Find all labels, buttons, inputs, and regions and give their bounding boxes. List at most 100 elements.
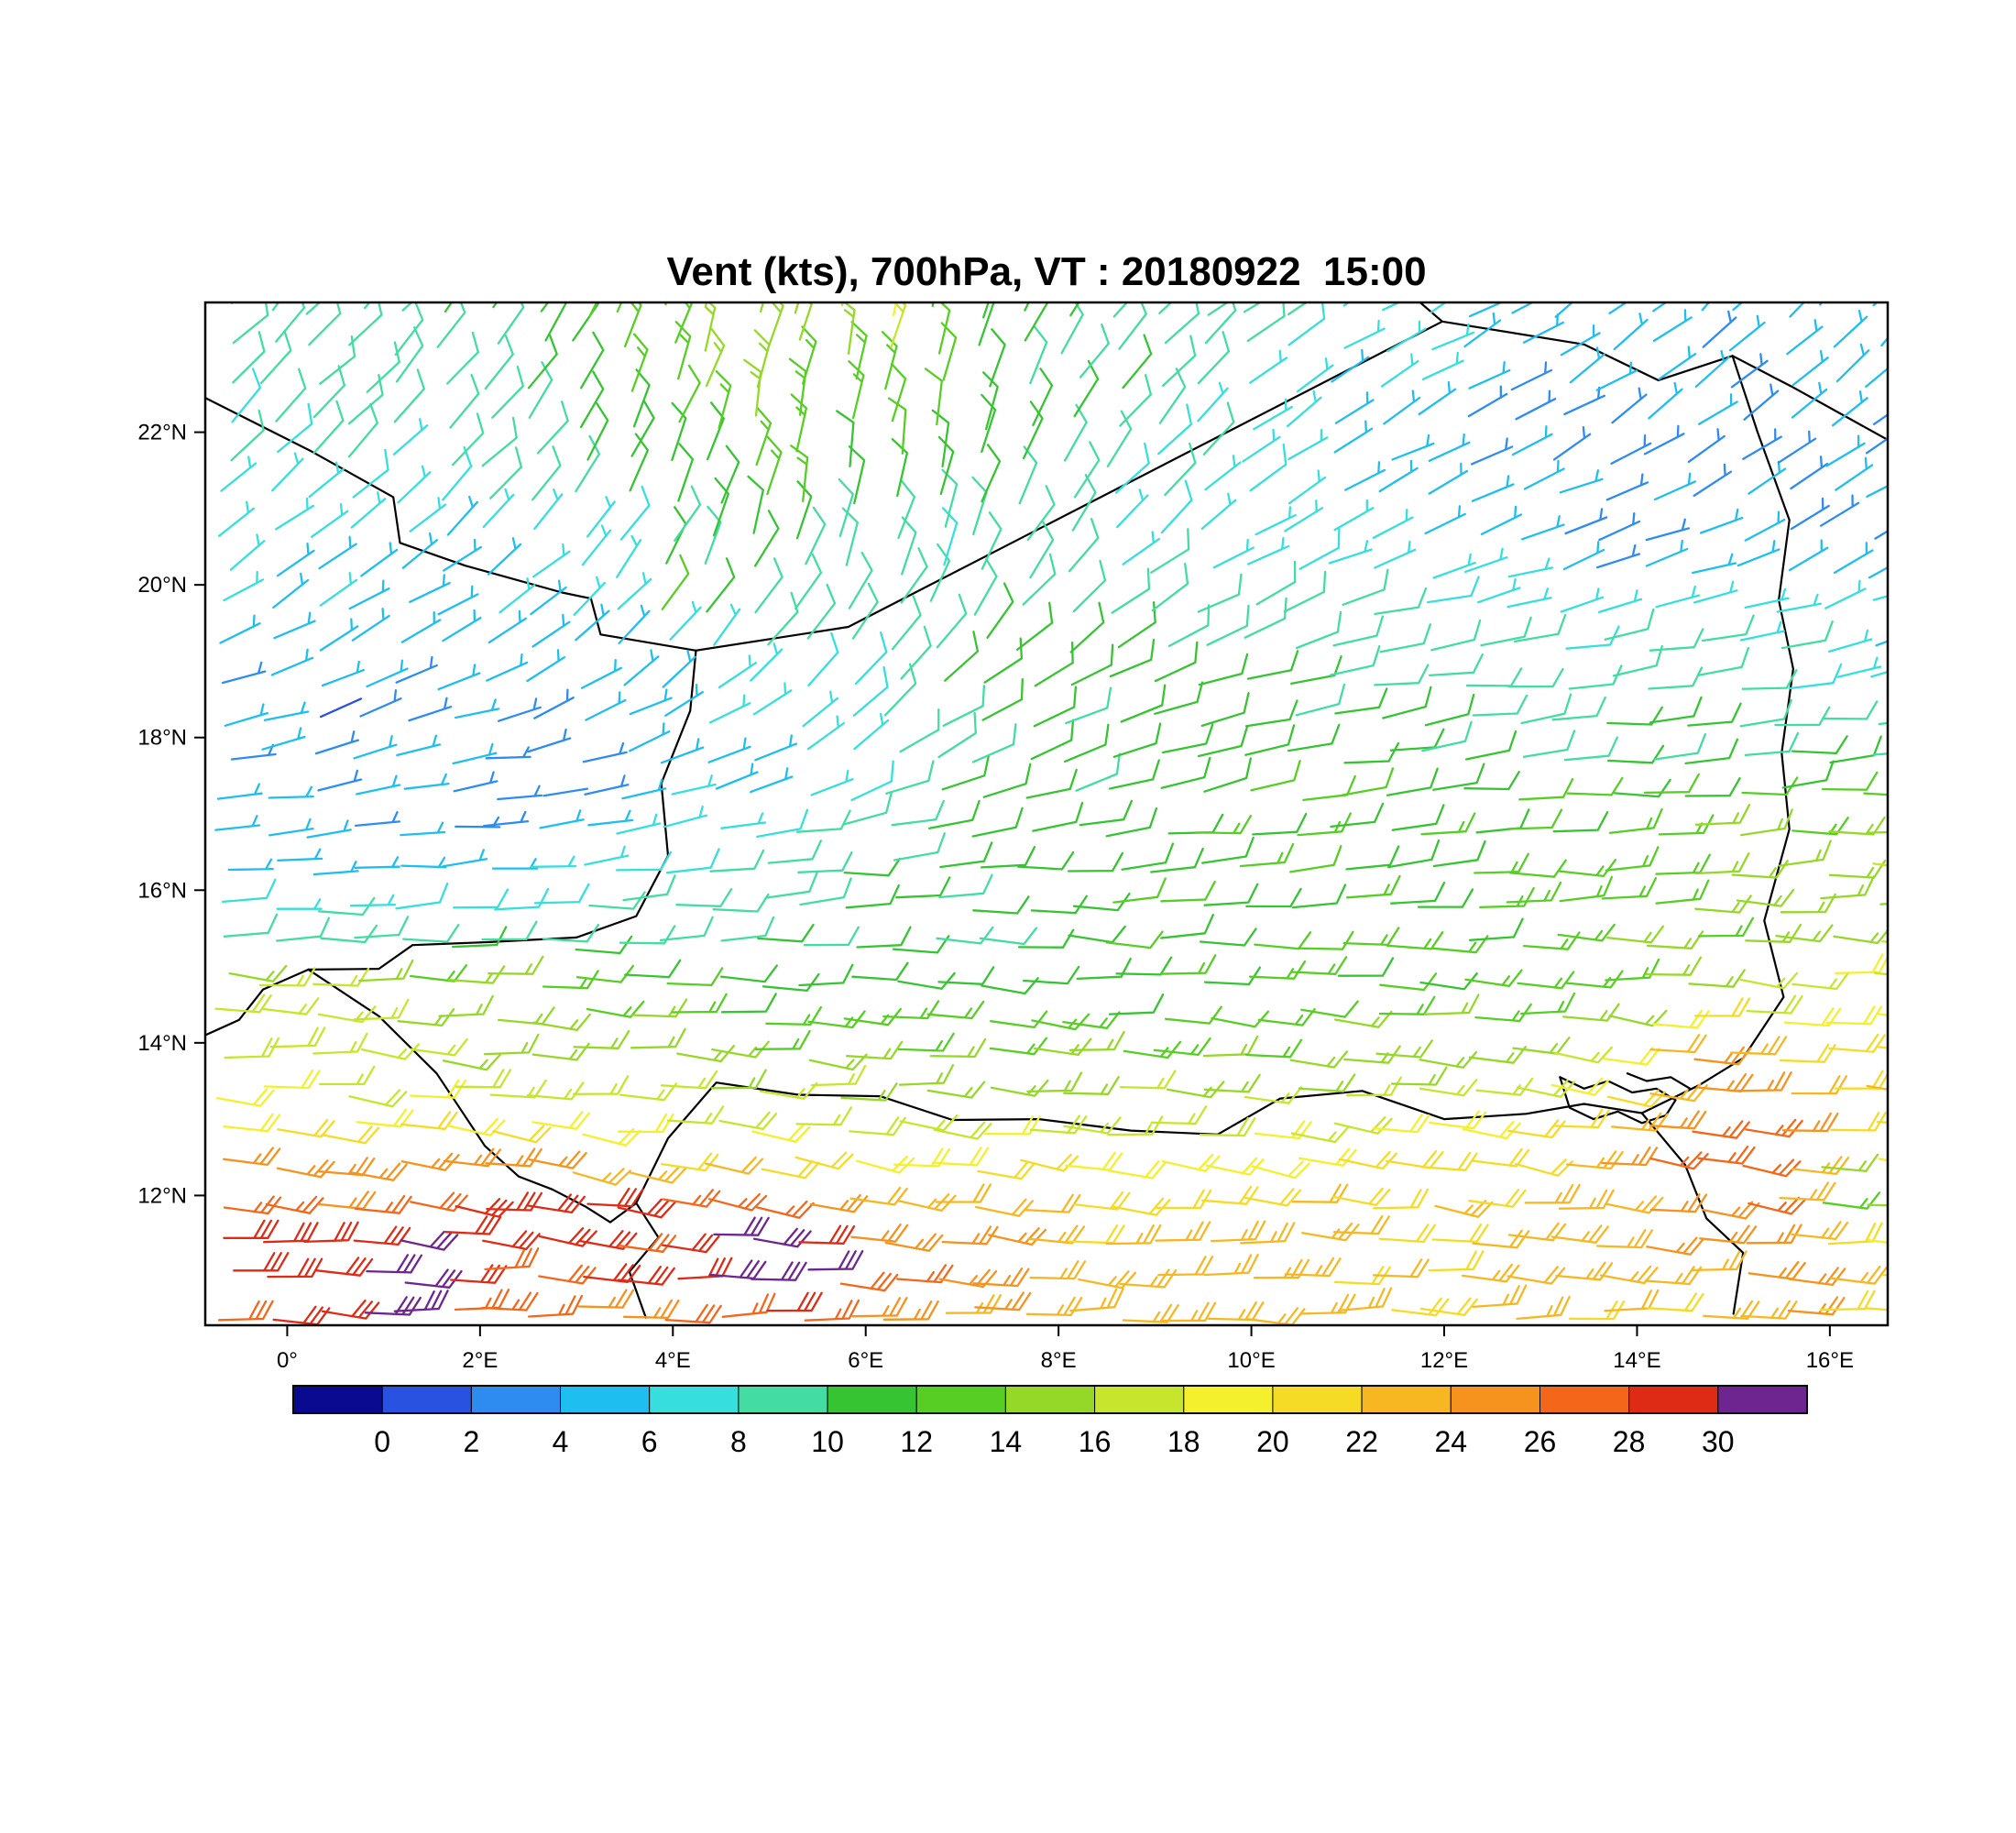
wind-barb xyxy=(1025,768,1078,799)
wind-barb xyxy=(1244,724,1296,756)
wind-barb xyxy=(1613,313,1649,351)
wind-barb xyxy=(1432,553,1476,579)
wind-barb xyxy=(933,1121,992,1140)
wind-barb xyxy=(1745,1118,1803,1138)
wind-barb xyxy=(1872,413,1888,425)
wind-barb xyxy=(1598,512,1641,542)
wind-barb xyxy=(1249,349,1288,384)
wind-barb xyxy=(848,551,873,609)
wind-barb xyxy=(935,1183,992,1203)
wind-barb xyxy=(767,840,822,864)
wind-barb xyxy=(348,1162,408,1181)
wind-barb xyxy=(1160,954,1217,975)
wind-barb xyxy=(1831,390,1868,427)
wind-barb xyxy=(630,399,655,457)
wind-barb xyxy=(1468,1188,1527,1208)
wind-barb xyxy=(1471,1147,1530,1168)
wind-barb xyxy=(350,491,387,529)
wind-barb xyxy=(1476,577,1521,604)
wind-barb xyxy=(1474,852,1529,874)
wind-barb xyxy=(674,321,692,380)
wind-barb xyxy=(363,302,371,310)
colorbar-segment xyxy=(292,1385,383,1414)
wind-barb xyxy=(1872,595,1888,601)
wind-barb xyxy=(526,1081,585,1101)
wind-barb xyxy=(1731,860,1789,879)
wind-barb xyxy=(1105,1224,1162,1246)
wind-barb xyxy=(1788,539,1829,572)
wind-barb xyxy=(1122,334,1153,390)
wind-barb xyxy=(533,883,590,905)
wind-barb xyxy=(397,1007,455,1027)
wind-barb xyxy=(937,966,995,985)
wind-barb xyxy=(805,506,827,565)
wind-barb xyxy=(798,963,854,987)
x-axis-label: 10°E xyxy=(1227,1348,1275,1373)
wind-barb xyxy=(1333,1115,1393,1135)
wind-barb xyxy=(754,734,798,762)
colorbar-label: 0 xyxy=(374,1425,390,1458)
wind-barb xyxy=(803,926,860,947)
wind-barb xyxy=(937,711,977,759)
wind-barb xyxy=(1560,587,1605,613)
wind-barb xyxy=(1024,302,1049,342)
wind-barb xyxy=(747,475,764,534)
wind-barb xyxy=(802,690,839,728)
wind-barb xyxy=(364,1296,422,1316)
wind-barb xyxy=(664,302,668,306)
wind-barb xyxy=(706,557,736,613)
wind-barb xyxy=(499,577,536,614)
wind-barb xyxy=(1428,462,1469,495)
wind-barb xyxy=(761,972,820,993)
wind-barb xyxy=(277,1118,335,1138)
wind-barb xyxy=(1694,852,1750,875)
wind-barb xyxy=(217,1300,274,1322)
wind-barb xyxy=(1739,620,1786,642)
wind-barb xyxy=(455,1069,512,1089)
wind-barb xyxy=(482,488,515,529)
colorbar-label: 30 xyxy=(1702,1425,1735,1458)
wind-barb xyxy=(1835,456,1874,491)
wind-barb xyxy=(1150,1105,1208,1125)
border-line xyxy=(307,649,697,971)
wind-barb xyxy=(401,532,438,569)
wind-barb xyxy=(1107,1115,1164,1136)
colorbar-label: 4 xyxy=(553,1425,569,1458)
wind-barb xyxy=(1199,927,1257,947)
wind-barb xyxy=(271,452,304,492)
wind-barb xyxy=(751,1124,811,1143)
wind-barb xyxy=(484,334,514,390)
wind-barb xyxy=(1296,357,1334,393)
wind-barb xyxy=(1255,560,1297,606)
wind-barb xyxy=(1648,381,1683,420)
wind-barb xyxy=(409,964,468,982)
wind-barb xyxy=(1160,479,1193,534)
wind-barb xyxy=(1207,302,1230,316)
wind-barb xyxy=(366,1254,423,1274)
wind-barb xyxy=(1022,401,1044,460)
wind-barb xyxy=(1688,969,1746,988)
wind-barb xyxy=(1430,302,1448,313)
wind-barb xyxy=(891,438,909,498)
wind-barb xyxy=(1647,1292,1704,1312)
country-borders xyxy=(205,302,1888,1319)
wind-barb xyxy=(1646,930,1704,949)
wind-barb xyxy=(1112,302,1129,318)
wind-barb xyxy=(397,465,432,504)
wind-barb xyxy=(276,1159,335,1179)
wind-barb xyxy=(1390,1066,1448,1086)
wind-barb xyxy=(580,659,622,689)
wind-barb xyxy=(220,456,257,492)
wind-barb xyxy=(712,477,730,537)
wind-barb xyxy=(942,685,986,727)
wind-barb xyxy=(882,1000,940,1020)
wind-barb xyxy=(1467,385,1508,418)
wind-barb xyxy=(719,964,778,983)
wind-barb xyxy=(319,618,359,652)
wind-barb xyxy=(319,572,358,607)
colorbar-segment xyxy=(915,1385,1006,1414)
wind-barb xyxy=(898,1063,955,1086)
wind-barb xyxy=(1112,877,1167,904)
wind-barb xyxy=(713,1216,770,1236)
